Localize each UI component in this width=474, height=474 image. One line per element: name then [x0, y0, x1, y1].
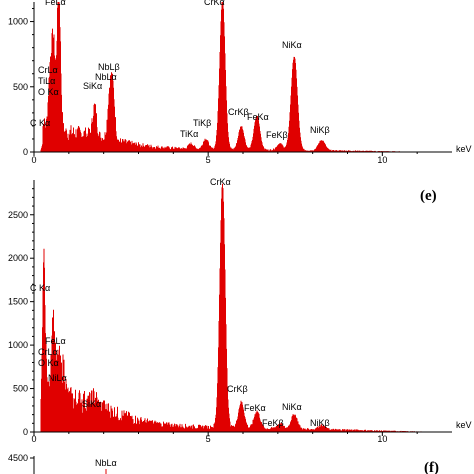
- x-tick-label: 5: [206, 434, 211, 444]
- spectrum-trace: [40, 183, 448, 432]
- peak-label-sikalpha: SiKα: [83, 81, 102, 91]
- y-tick-label: 4500: [8, 453, 28, 463]
- peak-label-okalpha: O Kα: [38, 358, 59, 368]
- spectrum-panel-f: 4500 NbLα (f): [8, 453, 439, 474]
- peak-label-crlalpha: CrLα: [38, 65, 58, 75]
- peak-label-felalpha: FeLα: [45, 0, 66, 7]
- peak-label-nikbeta: NiKβ: [310, 418, 330, 428]
- peak-label-nilalpha: NiLα: [48, 373, 67, 383]
- peak-label-nikalpha: NiKα: [282, 40, 302, 50]
- peak-label-nblbeta: NbLβ: [98, 62, 120, 72]
- y-tick-label: 1500: [8, 297, 28, 307]
- x-tick-label: 10: [377, 155, 387, 165]
- peak-label-crkbeta: CrKβ: [228, 107, 249, 117]
- peak-label-crkalpha: CrKα: [204, 0, 225, 7]
- peak-label-tilalpha: TiLα: [38, 76, 55, 86]
- y-tick-label: 2000: [8, 253, 28, 263]
- y-tick-label: 500: [13, 82, 28, 92]
- peak-label-fekbeta: FeKβ: [262, 418, 284, 428]
- peak-label-nblalpha: NbLα: [95, 72, 117, 82]
- peak-label-nblalpha: NbLα: [95, 458, 117, 468]
- panel-label: (f): [424, 460, 439, 474]
- y-tick-label: 500: [13, 384, 28, 394]
- y-tick-label: 2500: [8, 210, 28, 220]
- peak-label-fekbeta: FeKβ: [266, 130, 288, 140]
- x-tick-label: 10: [377, 434, 387, 444]
- x-tick-label: 0: [31, 434, 36, 444]
- peak-label-fekalpha: FeKα: [247, 112, 269, 122]
- peak-label-okalpha: O Kα: [38, 87, 59, 97]
- peak-label-tikalpha: TiKα: [180, 129, 198, 139]
- peak-label-ckalpha: C Kα: [30, 283, 50, 293]
- y-tick-label: 1000: [8, 340, 28, 350]
- peak-label-crlalpha: CrLα: [38, 347, 58, 357]
- x-tick-label: 5: [206, 155, 211, 165]
- peak-label-nikbeta: NiKβ: [310, 125, 330, 135]
- panel-label: (e): [420, 188, 437, 204]
- x-axis-unit: keV: [456, 144, 472, 154]
- peak-label-sikalpha: SiKα: [82, 399, 101, 409]
- y-tick-label: 0: [23, 147, 28, 157]
- y-tick-label: 0: [23, 427, 28, 437]
- peak-label-crkbeta: CrKβ: [227, 384, 248, 394]
- y-tick-label: 1000: [8, 17, 28, 27]
- x-axis-unit: keV: [456, 420, 472, 430]
- x-tick-label: 0: [31, 155, 36, 165]
- spectrum-panel-e: 0 500 1000 1500 2000 2500 0 5 10 keV C Kα FeLαCrLαO…: [8, 177, 472, 444]
- peak-label-felalpha: FeLα: [45, 336, 66, 346]
- peak-label-crkalpha: CrKα: [210, 177, 231, 187]
- peak-label-nikalpha: NiKα: [282, 402, 302, 412]
- peak-label-tikbeta: TiKβ: [193, 118, 211, 128]
- peak-label-fekalpha: FeKα: [244, 403, 266, 413]
- peak-label-ckalpha: C Kα: [30, 118, 50, 128]
